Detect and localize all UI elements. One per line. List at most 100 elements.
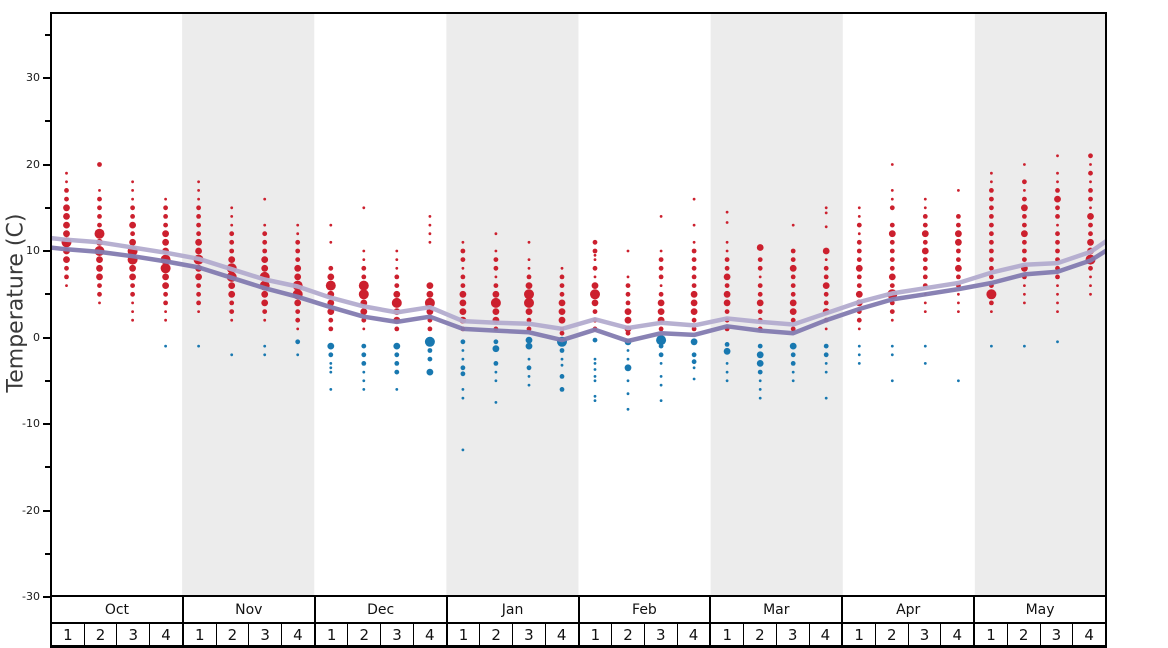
above-freezing-dot [130,214,135,219]
above-freezing-dot [196,222,202,228]
above-freezing-dot [658,291,664,297]
above-freezing-dot [160,263,171,274]
above-freezing-dot [130,283,135,288]
above-freezing-dot [459,308,467,315]
below-freezing-dot [525,342,533,350]
above-freezing-dot [494,249,498,253]
below-freezing-dot [493,361,499,366]
above-freezing-dot [1089,292,1092,296]
below-freezing-dot [426,368,434,376]
above-freezing-dot [64,188,69,193]
above-freezing-dot [625,291,631,297]
above-freezing-dot [428,232,432,236]
month-label-dec: Dec [316,597,448,622]
above-freezing-dot [824,225,828,229]
above-freezing-dot [658,265,664,271]
above-freezing-dot [593,258,597,261]
below-freezing-dot [923,362,927,365]
avg-lower-line [50,245,1107,344]
above-freezing-dot [96,256,103,263]
below-freezing-dot [461,349,465,352]
above-freezing-dot [989,196,994,202]
above-freezing-dot [394,283,400,288]
y-minor-tick [45,379,50,382]
below-freezing-dot [560,357,564,361]
above-freezing-dot [790,283,796,288]
above-freezing-dot [130,205,135,211]
above-freezing-dot [295,239,301,245]
above-freezing-dot [196,231,202,237]
above-freezing-dot [263,197,267,201]
above-freezing-dot [461,266,465,270]
above-freezing-dot [428,223,432,227]
above-freezing-dot [1055,188,1060,193]
above-freezing-dot [955,238,962,246]
above-freezing-dot [492,308,500,315]
above-freezing-dot [526,274,532,280]
above-freezing-dot [989,265,994,271]
above-freezing-dot [162,230,169,238]
above-freezing-dot [493,283,499,288]
week-label: 2 [480,624,514,645]
week-label: 4 [1084,625,1094,644]
above-freezing-dot [889,248,895,254]
below-freezing-dot [461,357,465,361]
week-label: 4 [810,624,844,645]
week-label: 1 [711,624,745,645]
above-freezing-dot [724,283,730,288]
above-freezing-dot [230,215,234,218]
below-freezing-dot [758,396,762,400]
above-freezing-dot [1022,257,1027,262]
above-freezing-dot [692,240,696,244]
above-freezing-dot [526,317,532,323]
above-freezing-dot [889,309,895,314]
below-freezing-dot [527,357,531,361]
week-label: 1 [448,624,481,645]
above-freezing-dot [590,289,600,300]
above-freezing-dot [460,283,466,288]
above-freezing-dot [196,291,202,297]
below-freezing-dot [725,362,729,365]
above-freezing-dot [1056,154,1059,158]
week-label: 1 [843,624,876,645]
above-freezing-dot [922,265,928,271]
above-freezing-dot [593,275,597,279]
y-major-tick [43,423,50,425]
above-freezing-dot [823,274,829,280]
below-freezing-dot [626,357,630,361]
above-freezing-dot [229,231,235,237]
below-freezing-dot [593,399,597,402]
above-freezing-dot [690,290,698,298]
above-freezing-dot [889,283,895,288]
above-freezing-dot [525,282,533,289]
month-label-jan: Jan [448,597,580,622]
above-freezing-dot [97,283,102,288]
below-freezing-dot [263,344,267,348]
y-minor-tick [45,33,50,36]
above-freezing-dot [1022,214,1027,219]
above-freezing-dot [990,180,993,184]
below-freezing-dot [461,448,465,452]
above-freezing-dot [295,317,301,323]
y-major-tick [43,336,50,339]
above-freezing-dot [789,299,797,307]
above-freezing-dot [391,297,402,308]
above-freezing-dot [1023,189,1026,192]
above-freezing-dot [131,318,134,322]
week-label: 4 [678,624,712,645]
month-axis: Oct Nov Dec Jan Feb Mar Apr May [50,597,1107,622]
above-freezing-dot [97,214,102,219]
above-freezing-dot [659,249,663,253]
above-freezing-dot [164,318,167,322]
above-freezing-dot [626,275,630,279]
plot-area [50,12,1107,597]
month-band-mar [710,12,843,597]
above-freezing-dot [162,238,169,246]
above-freezing-dot [1023,301,1026,305]
above-freezing-dot [64,274,69,280]
above-freezing-dot [625,300,631,306]
above-freezing-dot [989,222,994,228]
above-freezing-dot [460,257,466,262]
above-freezing-dot [229,239,235,245]
above-freezing-dot [131,197,134,201]
